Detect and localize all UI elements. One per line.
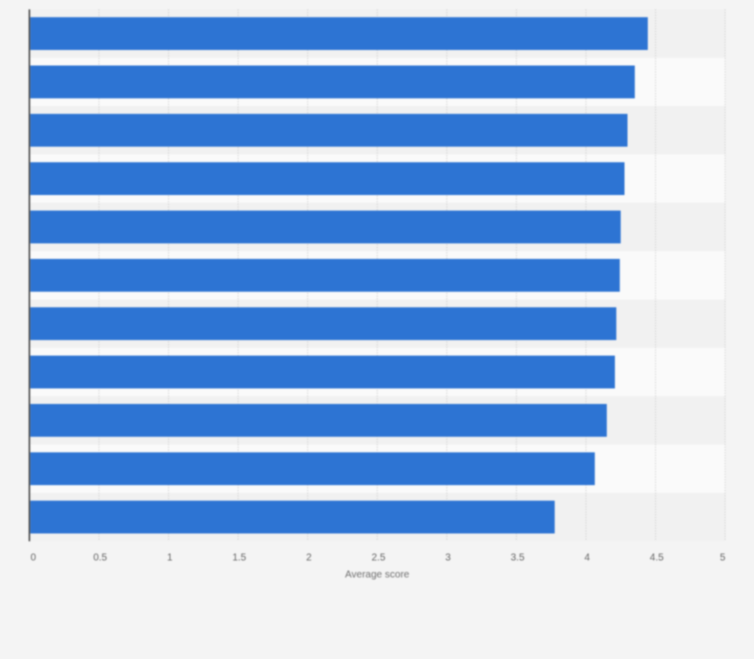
svg-text:2.5: 2.5 (371, 552, 385, 563)
svg-text:Average score: Average score (345, 570, 410, 581)
svg-text:3: 3 (445, 552, 451, 563)
svg-text:4: 4 (584, 552, 590, 563)
svg-text:3.5: 3.5 (511, 552, 525, 563)
svg-text:0: 0 (31, 552, 37, 563)
svg-text:4.5: 4.5 (650, 552, 664, 563)
svg-text:1: 1 (167, 552, 173, 563)
svg-text:2: 2 (306, 552, 312, 563)
svg-text:0.5: 0.5 (93, 552, 107, 563)
svg-text:1.5: 1.5 (232, 552, 246, 563)
svg-text:5: 5 (720, 552, 726, 563)
